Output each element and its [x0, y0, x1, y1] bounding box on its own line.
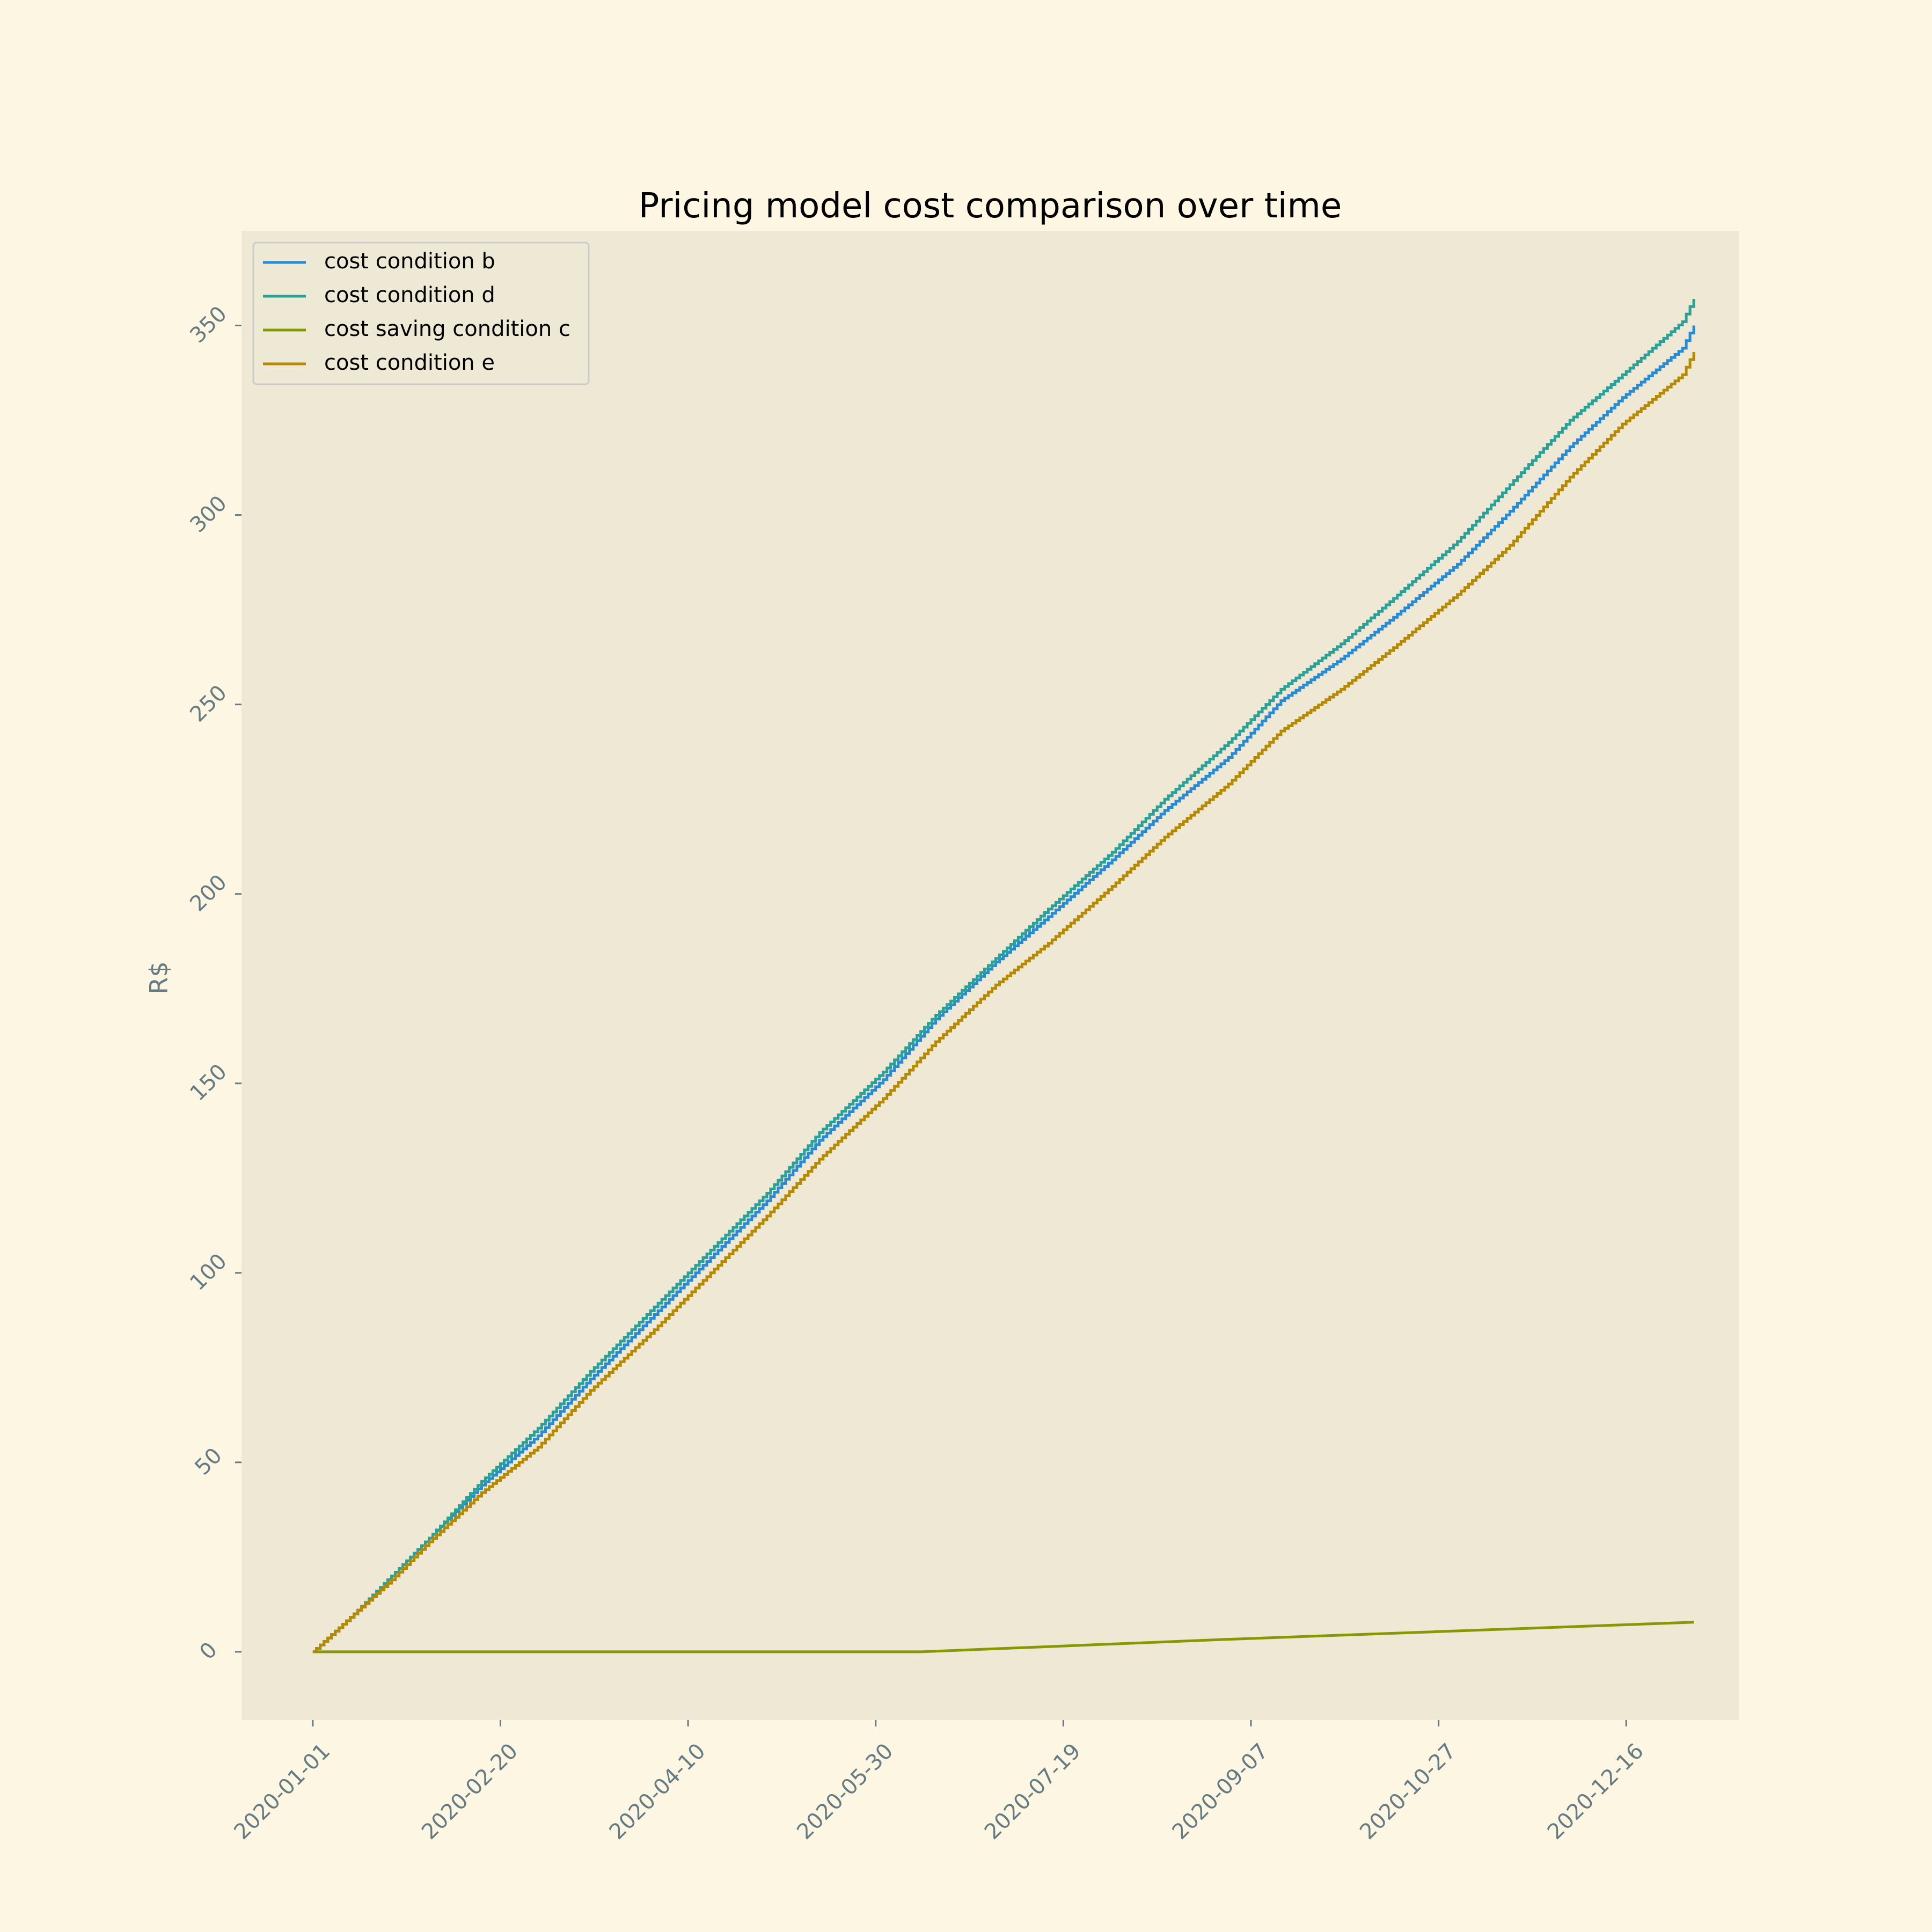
x-tick-label: 2020-04-10: [605, 1739, 711, 1845]
x-tick-label: 2020-12-16: [1543, 1739, 1649, 1845]
legend-box: [252, 241, 590, 385]
x-tick-label: 2020-01-01: [229, 1739, 335, 1845]
x-tick-label: 2020-09-07: [1168, 1739, 1274, 1845]
y-tick-label: 200: [185, 870, 232, 917]
legend-label: cost condition b: [324, 249, 495, 274]
legend-label: cost condition d: [324, 283, 495, 308]
legend-label: cost condition e: [324, 350, 495, 375]
x-tick-label: 2020-07-19: [980, 1739, 1086, 1845]
y-axis-label-group: R$: [144, 961, 173, 994]
x-tick-label: 2020-02-20: [417, 1739, 523, 1845]
y-tick-label: 250: [185, 680, 232, 727]
y-tick-label: 350: [185, 302, 232, 348]
y-axis-label: R$: [144, 961, 173, 994]
y-tick-label: 50: [190, 1443, 227, 1480]
series-layer: [312, 299, 1695, 1653]
series-line-1: [312, 299, 1695, 1653]
series-line-3: [312, 352, 1695, 1653]
legend-label: cost saving condition c: [324, 317, 570, 341]
legend: cost condition b cost condition d cost sav…: [252, 241, 590, 385]
y-tick-label: 300: [185, 491, 232, 538]
x-tick-label: 2020-10-27: [1355, 1739, 1461, 1845]
series-line-2: [312, 1621, 1694, 1653]
y-tick-label: 100: [185, 1249, 232, 1296]
x-tick-label: 2020-05-30: [792, 1739, 898, 1845]
plot-area: [241, 231, 1739, 1720]
y-tick-label: 0: [195, 1637, 222, 1665]
y-tick-label: 150: [185, 1059, 232, 1106]
chart-title: Pricing model cost comparison over time: [639, 186, 1342, 226]
